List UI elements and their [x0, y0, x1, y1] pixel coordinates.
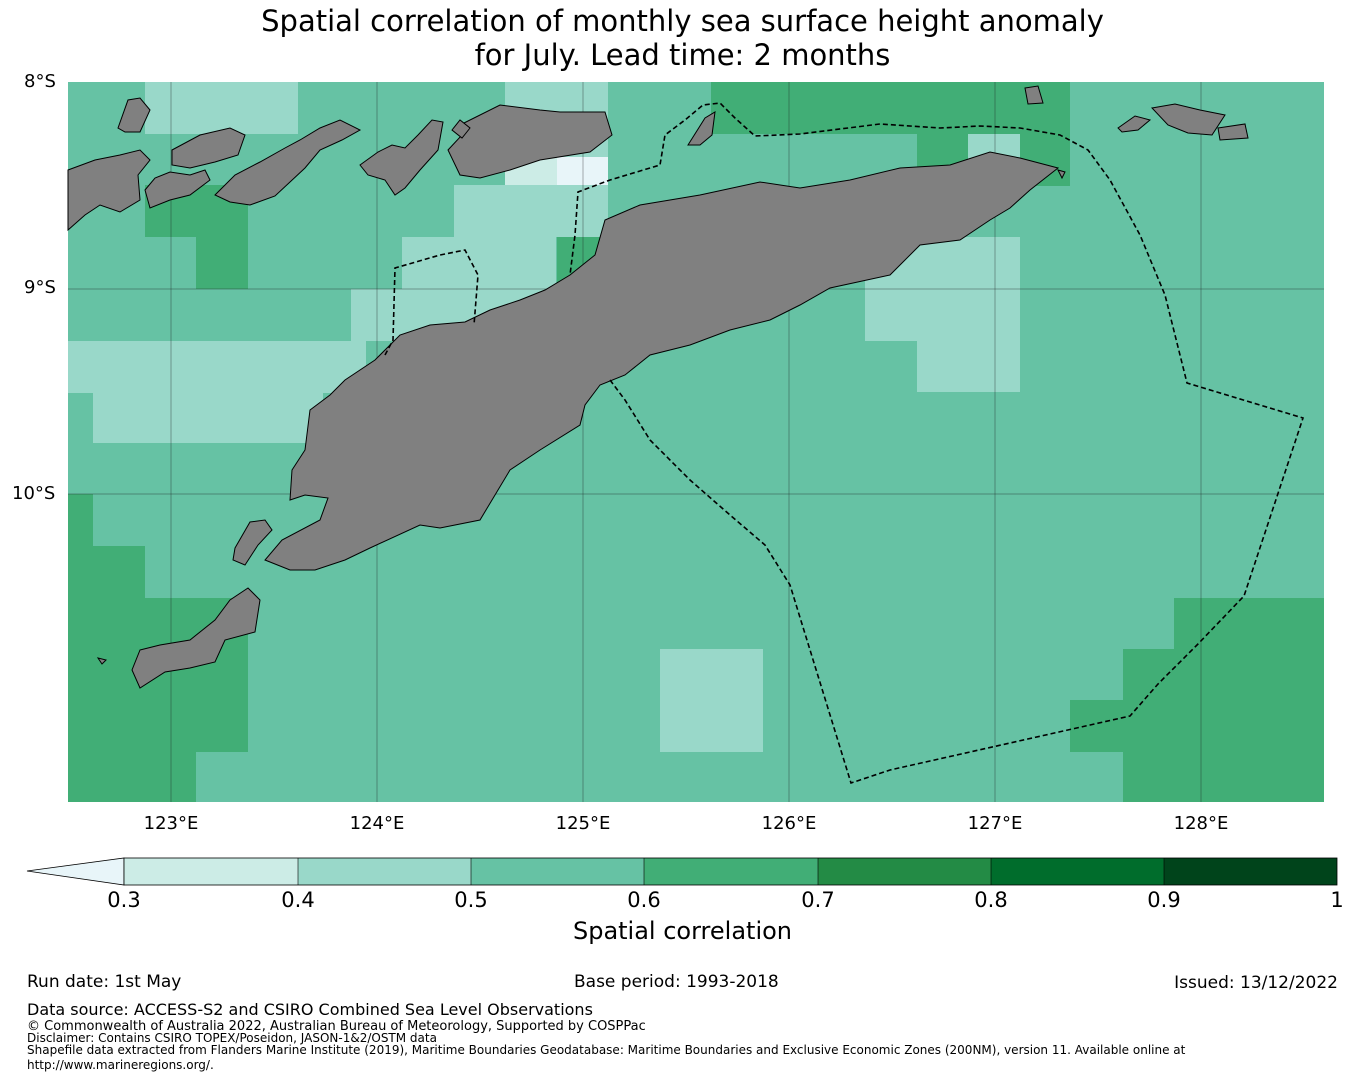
rote-island: [131, 587, 261, 689]
cells-below-0.3: [557, 157, 608, 185]
cells-0.6-0.7: [68, 82, 1324, 802]
lon-label-124e: 124°E: [349, 813, 405, 834]
ndao-island: [96, 657, 107, 665]
lat-label-8s: 8°S: [24, 71, 56, 92]
colorbar-bin-0.4-0.5: [298, 858, 471, 885]
jaco-island: [1057, 169, 1066, 180]
lon-label-123e: 123°E: [143, 813, 199, 834]
colorbar-outline: [123, 857, 1338, 886]
adonara-island: [117, 97, 151, 133]
oecusse-boundary: [384, 249, 479, 356]
solor-island: [171, 127, 246, 169]
colorbar-bin-0.9-1: [1164, 858, 1337, 885]
map-title-line2: for July. Lead time: 2 months: [474, 38, 891, 72]
small-island-1: [1024, 85, 1044, 105]
colorbar-label: Spatial correlation: [572, 917, 793, 945]
shapefile-url: http://www.marineregions.org/.: [27, 1058, 214, 1072]
lon-label-126e: 126°E: [761, 813, 817, 834]
colorbar-tick: 0.8: [974, 888, 1008, 912]
colorbar-bin-0.7-0.8: [818, 858, 991, 885]
lon-label-125e: 125°E: [555, 813, 611, 834]
lat-label-9s: 9°S: [24, 277, 56, 298]
colorbar-tick: 0.3: [107, 888, 141, 912]
colorbar-bin-0.5-0.6: [471, 858, 644, 885]
shapefile-credit: Shapefile data extracted from Flanders M…: [27, 1043, 1186, 1057]
colorbar-tick: 0.7: [801, 888, 835, 912]
colorbar-tick: 0.4: [281, 888, 315, 912]
lon-label-127e: 127°E: [967, 813, 1023, 834]
data-source: Data source: ACCESS-S2 and CSIRO Combine…: [27, 1000, 593, 1019]
colorbar-bin-0.6-0.7: [644, 858, 818, 885]
small-island-2: [1117, 115, 1152, 133]
timor-island: [264, 151, 1060, 571]
colorbar-extend-arrow: [26, 857, 125, 886]
land: [67, 85, 1249, 689]
flores-west: [67, 149, 151, 232]
run-date: Run date: 1st May: [27, 972, 182, 992]
flores-east: [144, 169, 211, 209]
disclaimer: Disclaimer: Contains CSIRO TOPEX/Poseido…: [27, 1031, 437, 1045]
lon-label-128e: 128°E: [1173, 813, 1229, 834]
atauro-island: [451, 119, 471, 139]
base-period: Base period: 1993-2018: [574, 972, 779, 992]
pantar-island: [359, 119, 444, 196]
colorbar: [26, 857, 1338, 886]
wetar-tip: [687, 111, 716, 146]
map-title-line1: Spatial correlation of monthly sea surfa…: [261, 4, 1104, 38]
lat-label-10s: 10°S: [12, 483, 56, 504]
colorbar-tick: 0.5: [454, 888, 488, 912]
colorbar-bin-0.3-0.4: [124, 858, 298, 885]
timor-leste-eez: [569, 102, 1305, 785]
colorbar-bin-0.8-0.9: [991, 858, 1164, 885]
colorbar-tick: 0.9: [1147, 888, 1181, 912]
lembata-island: [214, 119, 362, 206]
colorbar-tick: 1: [1330, 888, 1344, 912]
copyright-notice: © Commonwealth of Australia 2022, Austra…: [27, 1019, 646, 1034]
colorbar-tick: 0.6: [627, 888, 661, 912]
issued-date: Issued: 13/12/2022: [1174, 973, 1338, 993]
alor-island: [447, 104, 613, 179]
damar-island: [1150, 103, 1226, 136]
eez-boundaries: [384, 102, 1305, 785]
semau-island: [232, 519, 273, 566]
teun-island: [1217, 123, 1249, 141]
